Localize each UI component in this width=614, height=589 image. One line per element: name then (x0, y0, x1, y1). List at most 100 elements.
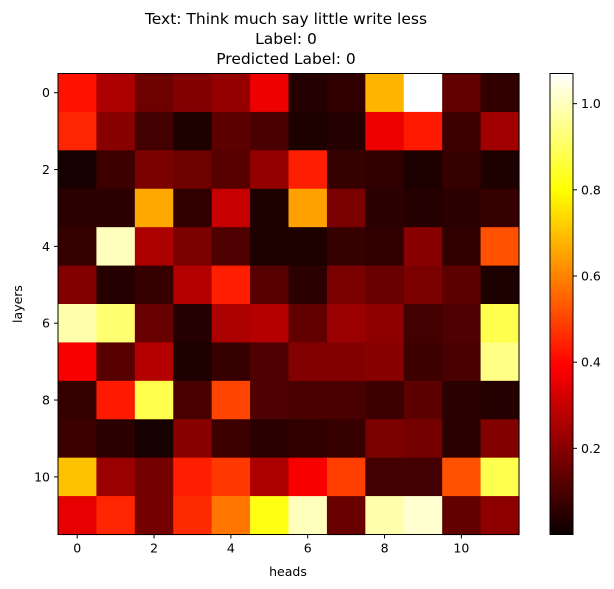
heatmap-cell (365, 496, 405, 536)
heatmap-cell (134, 227, 174, 267)
heatmap-cell (403, 457, 443, 497)
heatmap-cell (403, 496, 443, 536)
heatmap-cell (480, 457, 520, 497)
heatmap-cell (480, 111, 520, 151)
heatmap-cell (211, 150, 251, 190)
heatmap-cell (288, 73, 328, 113)
heatmap-cell (211, 111, 251, 151)
heatmap-cell (173, 380, 213, 420)
heatmap-cell (326, 73, 366, 113)
heatmap-cell (96, 150, 136, 190)
heatmap-cell (403, 188, 443, 228)
heatmap-cell (365, 419, 405, 459)
heatmap-cell (288, 150, 328, 190)
heatmap-cell (326, 265, 366, 305)
heatmap-cell (250, 380, 290, 420)
heatmap-cell (288, 457, 328, 497)
heatmap-cell (96, 419, 136, 459)
heatmap-cell (134, 457, 174, 497)
heatmap-cell (326, 150, 366, 190)
y-tick-label: 4 (42, 239, 50, 254)
heatmap-cell (442, 150, 482, 190)
heatmap-cell (326, 342, 366, 382)
colorbar-tick-label: 0.4 (581, 355, 601, 370)
heatmap-cell (326, 188, 366, 228)
chart-title-line-2: Label: 0 (255, 30, 317, 48)
x-tick-label: 6 (304, 541, 312, 556)
heatmap-cell (173, 73, 213, 113)
heatmap-cell (288, 304, 328, 344)
heatmap-cell (211, 342, 251, 382)
heatmap-cell (211, 265, 251, 305)
heatmap-cell (250, 304, 290, 344)
heatmap-cell (288, 496, 328, 536)
heatmap-cell (250, 188, 290, 228)
heatmap-cell (480, 342, 520, 382)
heatmap-cell (134, 419, 174, 459)
heatmap-cell (211, 188, 251, 228)
colorbar (549, 73, 574, 535)
y-tick-label: 2 (42, 162, 50, 177)
heatmap-cell (250, 457, 290, 497)
heatmap-cell (58, 457, 98, 497)
heatmap-cell (480, 380, 520, 420)
heatmap-cell (173, 150, 213, 190)
heatmap-cell (58, 227, 98, 267)
heatmap-cell (173, 496, 213, 536)
heatmap-cell (365, 111, 405, 151)
x-tick-label: 4 (227, 541, 235, 556)
heatmap-cell (403, 342, 443, 382)
heatmap-cell (58, 342, 98, 382)
heatmap-cell (480, 496, 520, 536)
heatmap-cell (365, 380, 405, 420)
chart-title-line-1: Text: Think much say little write less (144, 10, 427, 28)
heatmap-cell (96, 380, 136, 420)
heatmap-cell (480, 265, 520, 305)
heatmap-cell (58, 111, 98, 151)
heatmap-cell (58, 496, 98, 536)
heatmap-cell (403, 150, 443, 190)
heatmap-cell (173, 342, 213, 382)
heatmap-cell (96, 304, 136, 344)
colorbar-tick-label: 0.2 (581, 441, 601, 456)
x-tick-label: 8 (381, 541, 389, 556)
heatmap-cell (250, 419, 290, 459)
y-tick-label: 6 (42, 316, 50, 331)
heatmap-cell (211, 457, 251, 497)
heatmap-cell (480, 419, 520, 459)
heatmap-cell (480, 73, 520, 113)
heatmap-cell (442, 342, 482, 382)
heatmap-cell (211, 73, 251, 113)
heatmap-cell (326, 227, 366, 267)
heatmap-cell (288, 419, 328, 459)
heatmap-cell (58, 150, 98, 190)
heatmap-cell (173, 304, 213, 344)
heatmap-cell (250, 265, 290, 305)
heatmap-cell (365, 227, 405, 267)
heatmap-cell (403, 73, 443, 113)
heatmap-cell (442, 380, 482, 420)
heatmap-cell (96, 457, 136, 497)
heatmap-cell (326, 457, 366, 497)
heatmap-cell (403, 111, 443, 151)
heatmap-cell (134, 188, 174, 228)
heatmap-cell (250, 73, 290, 113)
y-axis-ticks: 0 2 4 6 8 10 (34, 85, 58, 484)
heatmap-cell (96, 342, 136, 382)
heatmap-cell (58, 304, 98, 344)
heatmap-cell (365, 188, 405, 228)
heatmap-cell (403, 380, 443, 420)
heatmap-cell (173, 265, 213, 305)
heatmap-cell (365, 457, 405, 497)
heatmap-cell (480, 150, 520, 190)
heatmap-cell (173, 111, 213, 151)
heatmap-cell (442, 304, 482, 344)
heatmap-cell (250, 342, 290, 382)
y-tick-label: 8 (42, 393, 50, 408)
heatmap-cell (250, 150, 290, 190)
heatmap-cell (134, 496, 174, 536)
heatmap-cell (58, 380, 98, 420)
heatmap-cell (326, 304, 366, 344)
heatmap-cell (96, 227, 136, 267)
